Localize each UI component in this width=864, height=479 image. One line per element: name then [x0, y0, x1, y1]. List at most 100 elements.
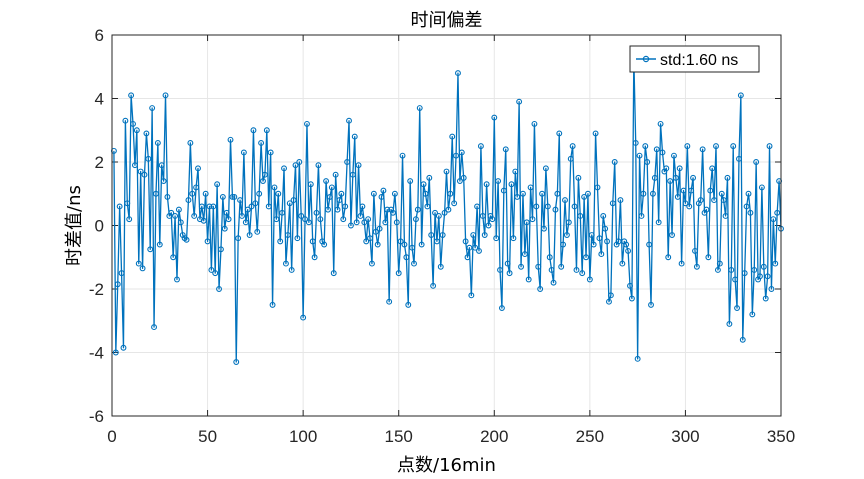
- data-point: [346, 117, 352, 124]
- data-point: [491, 114, 498, 121]
- data-point: [544, 203, 551, 210]
- data-point: [256, 190, 263, 197]
- y-tick-label: -2: [89, 280, 104, 299]
- data-point: [615, 238, 622, 245]
- data-point: [502, 146, 509, 153]
- data-point: [361, 219, 368, 226]
- data-point: [718, 190, 725, 197]
- data-point: [409, 244, 416, 251]
- data-point: [422, 190, 429, 197]
- data-point: [250, 127, 257, 134]
- data-point: [128, 92, 135, 99]
- data-point: [628, 295, 635, 302]
- data-point: [762, 295, 769, 302]
- data-point: [376, 225, 383, 232]
- data-point: [172, 213, 179, 219]
- x-axis-label: 点数/16min: [397, 455, 496, 476]
- data-point: [191, 213, 198, 219]
- data-point: [550, 279, 557, 286]
- data-point: [344, 159, 351, 165]
- data-point: [292, 162, 299, 169]
- data-point: [730, 143, 737, 150]
- data-point: [195, 165, 201, 172]
- data-point: [426, 174, 433, 181]
- data-point: [518, 263, 524, 270]
- data-point: [768, 286, 775, 292]
- data-point: [273, 216, 280, 223]
- data-point: [229, 193, 236, 200]
- data-point: [162, 92, 169, 99]
- data-point: [242, 219, 249, 226]
- data-point: [470, 232, 477, 238]
- data-point: [122, 117, 129, 124]
- data-point: [590, 241, 597, 248]
- data-point: [225, 216, 232, 223]
- data-point: [212, 270, 219, 277]
- data-point: [562, 197, 568, 204]
- data-point: [355, 162, 362, 169]
- data-point: [254, 228, 261, 235]
- data-point: [420, 181, 427, 188]
- data-point: [625, 247, 632, 254]
- plot-frame: [111, 34, 782, 417]
- data-point: [296, 159, 303, 165]
- data-point: [596, 235, 603, 242]
- data-point: [602, 225, 609, 232]
- data-point: [357, 213, 364, 219]
- data-point: [168, 209, 175, 216]
- data-point: [669, 232, 675, 238]
- data-point: [304, 120, 310, 127]
- data-point: [414, 206, 421, 213]
- data-point: [520, 190, 526, 197]
- data-point: [412, 216, 419, 223]
- data-point: [185, 197, 192, 204]
- data-point: [214, 181, 221, 188]
- data-point: [460, 174, 467, 181]
- data-point: [137, 168, 144, 175]
- data-point: [349, 171, 356, 178]
- data-point: [372, 228, 379, 235]
- data-point: [653, 146, 660, 153]
- data-point: [131, 162, 138, 169]
- data-point: [418, 241, 425, 248]
- data-point: [235, 235, 242, 242]
- data-point: [671, 152, 677, 159]
- data-point: [497, 267, 503, 273]
- data-point: [479, 213, 486, 219]
- data-point: [403, 254, 410, 261]
- data-point: [263, 127, 270, 134]
- data-point: [382, 219, 389, 226]
- data-point: [261, 171, 268, 178]
- data-point: [554, 190, 561, 197]
- data-point: [307, 181, 314, 188]
- data-point: [741, 270, 748, 277]
- data-point: [506, 270, 513, 277]
- y-tick-label: 0: [95, 217, 104, 236]
- data-point: [433, 238, 440, 245]
- data-point: [586, 276, 593, 283]
- data-point: [711, 197, 718, 204]
- data-point: [367, 235, 373, 242]
- data-point: [758, 184, 765, 191]
- data-point: [449, 133, 456, 140]
- data-point: [325, 206, 331, 213]
- data-point: [116, 203, 123, 210]
- data-point: [743, 203, 750, 210]
- data-point: [510, 235, 517, 242]
- data-point: [474, 203, 481, 210]
- data-point: [112, 349, 119, 356]
- data-point: [258, 140, 265, 146]
- data-point: [269, 301, 276, 308]
- data-point: [541, 225, 547, 232]
- data-point: [158, 162, 165, 169]
- data-point: [334, 206, 341, 213]
- data-point: [575, 174, 582, 181]
- data-point: [495, 178, 502, 185]
- data-point: [567, 155, 574, 162]
- data-point: [227, 136, 234, 143]
- data-point: [749, 311, 756, 318]
- data-point: [498, 305, 505, 311]
- data-point: [476, 247, 482, 254]
- data-point: [527, 184, 534, 191]
- y-tick-label: 2: [95, 153, 104, 172]
